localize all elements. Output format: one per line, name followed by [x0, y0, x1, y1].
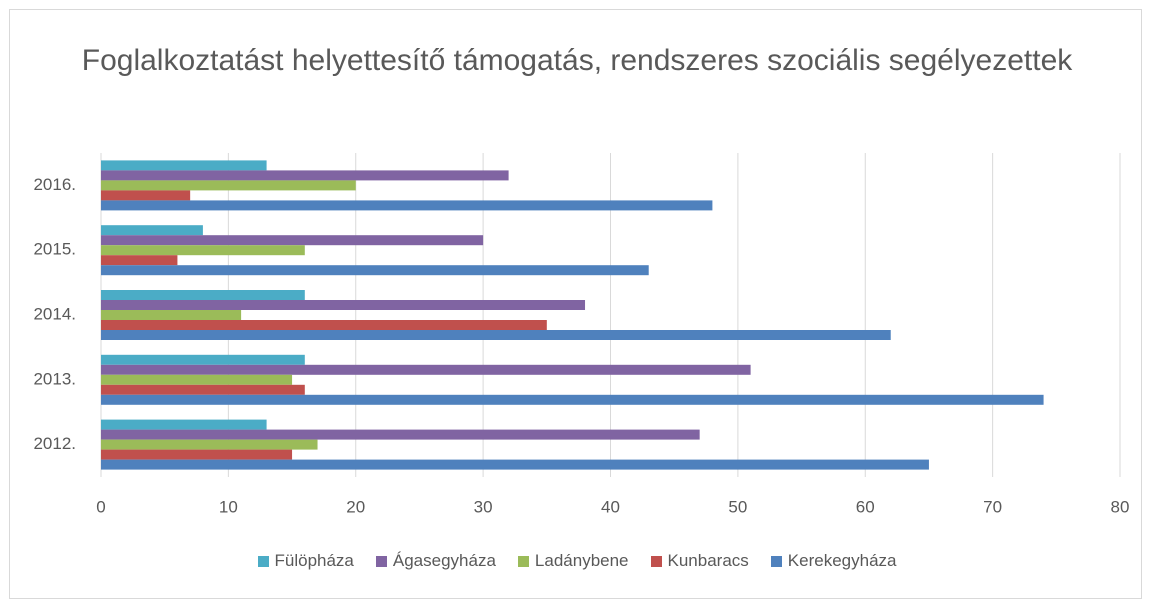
legend: Fülöpháza Ágasegyháza Ladánybene Kunbaracs K… [0, 551, 1154, 571]
y-tick-label: 2014. [33, 304, 76, 323]
legend-item: Kunbaracs [650, 551, 749, 571]
bar [101, 190, 191, 201]
bar [101, 245, 305, 256]
y-tick-label: 2012. [33, 434, 76, 453]
y-tick-label: 2013. [33, 369, 76, 388]
legend-label: Ágasegyháza [392, 551, 496, 570]
x-tick-label: 50 [728, 497, 747, 516]
legend-item: Fülöpháza [257, 551, 354, 571]
bar [101, 394, 1044, 405]
legend-swatch [650, 555, 662, 567]
legend-swatch [517, 555, 529, 567]
bar [101, 374, 293, 385]
bar [101, 439, 318, 450]
bar [101, 419, 267, 430]
legend-item: Kerekegyháza [770, 551, 897, 571]
bar [101, 235, 484, 246]
bar [101, 310, 242, 320]
x-tick-label: 10 [219, 497, 238, 516]
legend-label: Kerekegyháza [787, 551, 897, 570]
x-tick-label: 0 [96, 497, 105, 516]
bar [101, 225, 203, 236]
legend-label: Ladánybene [534, 551, 629, 570]
legend-item: Ágasegyháza [375, 551, 496, 571]
bar [101, 459, 929, 470]
bar [101, 300, 586, 310]
legend-swatch [257, 555, 269, 567]
y-tick-label: 2015. [33, 240, 76, 259]
x-tick-label: 20 [346, 497, 365, 516]
legend-swatch [770, 555, 782, 567]
bar [101, 255, 178, 266]
bar [101, 449, 293, 460]
bar [101, 265, 649, 276]
bar [101, 200, 713, 211]
bar [101, 290, 305, 300]
bar [101, 160, 267, 171]
bar [101, 384, 305, 395]
bar [101, 429, 700, 440]
legend-label: Fülöpháza [274, 551, 354, 570]
bar [101, 330, 891, 340]
legend-item: Ladánybene [517, 551, 629, 571]
x-tick-label: 60 [856, 497, 875, 516]
legend-swatch [375, 555, 387, 567]
x-tick-label: 80 [1111, 497, 1130, 516]
chart-title: Foglalkoztatást helyettesítő támogatás, … [81, 44, 1073, 77]
bar [101, 364, 751, 375]
y-tick-label: 2016. [33, 175, 76, 194]
bar [101, 180, 356, 191]
bar [101, 354, 305, 365]
bar [101, 320, 547, 330]
bar [101, 170, 509, 181]
x-tick-label: 70 [983, 497, 1002, 516]
x-tick-label: 40 [601, 497, 620, 516]
x-tick-label: 30 [474, 497, 493, 516]
legend-label: Kunbaracs [667, 551, 749, 570]
